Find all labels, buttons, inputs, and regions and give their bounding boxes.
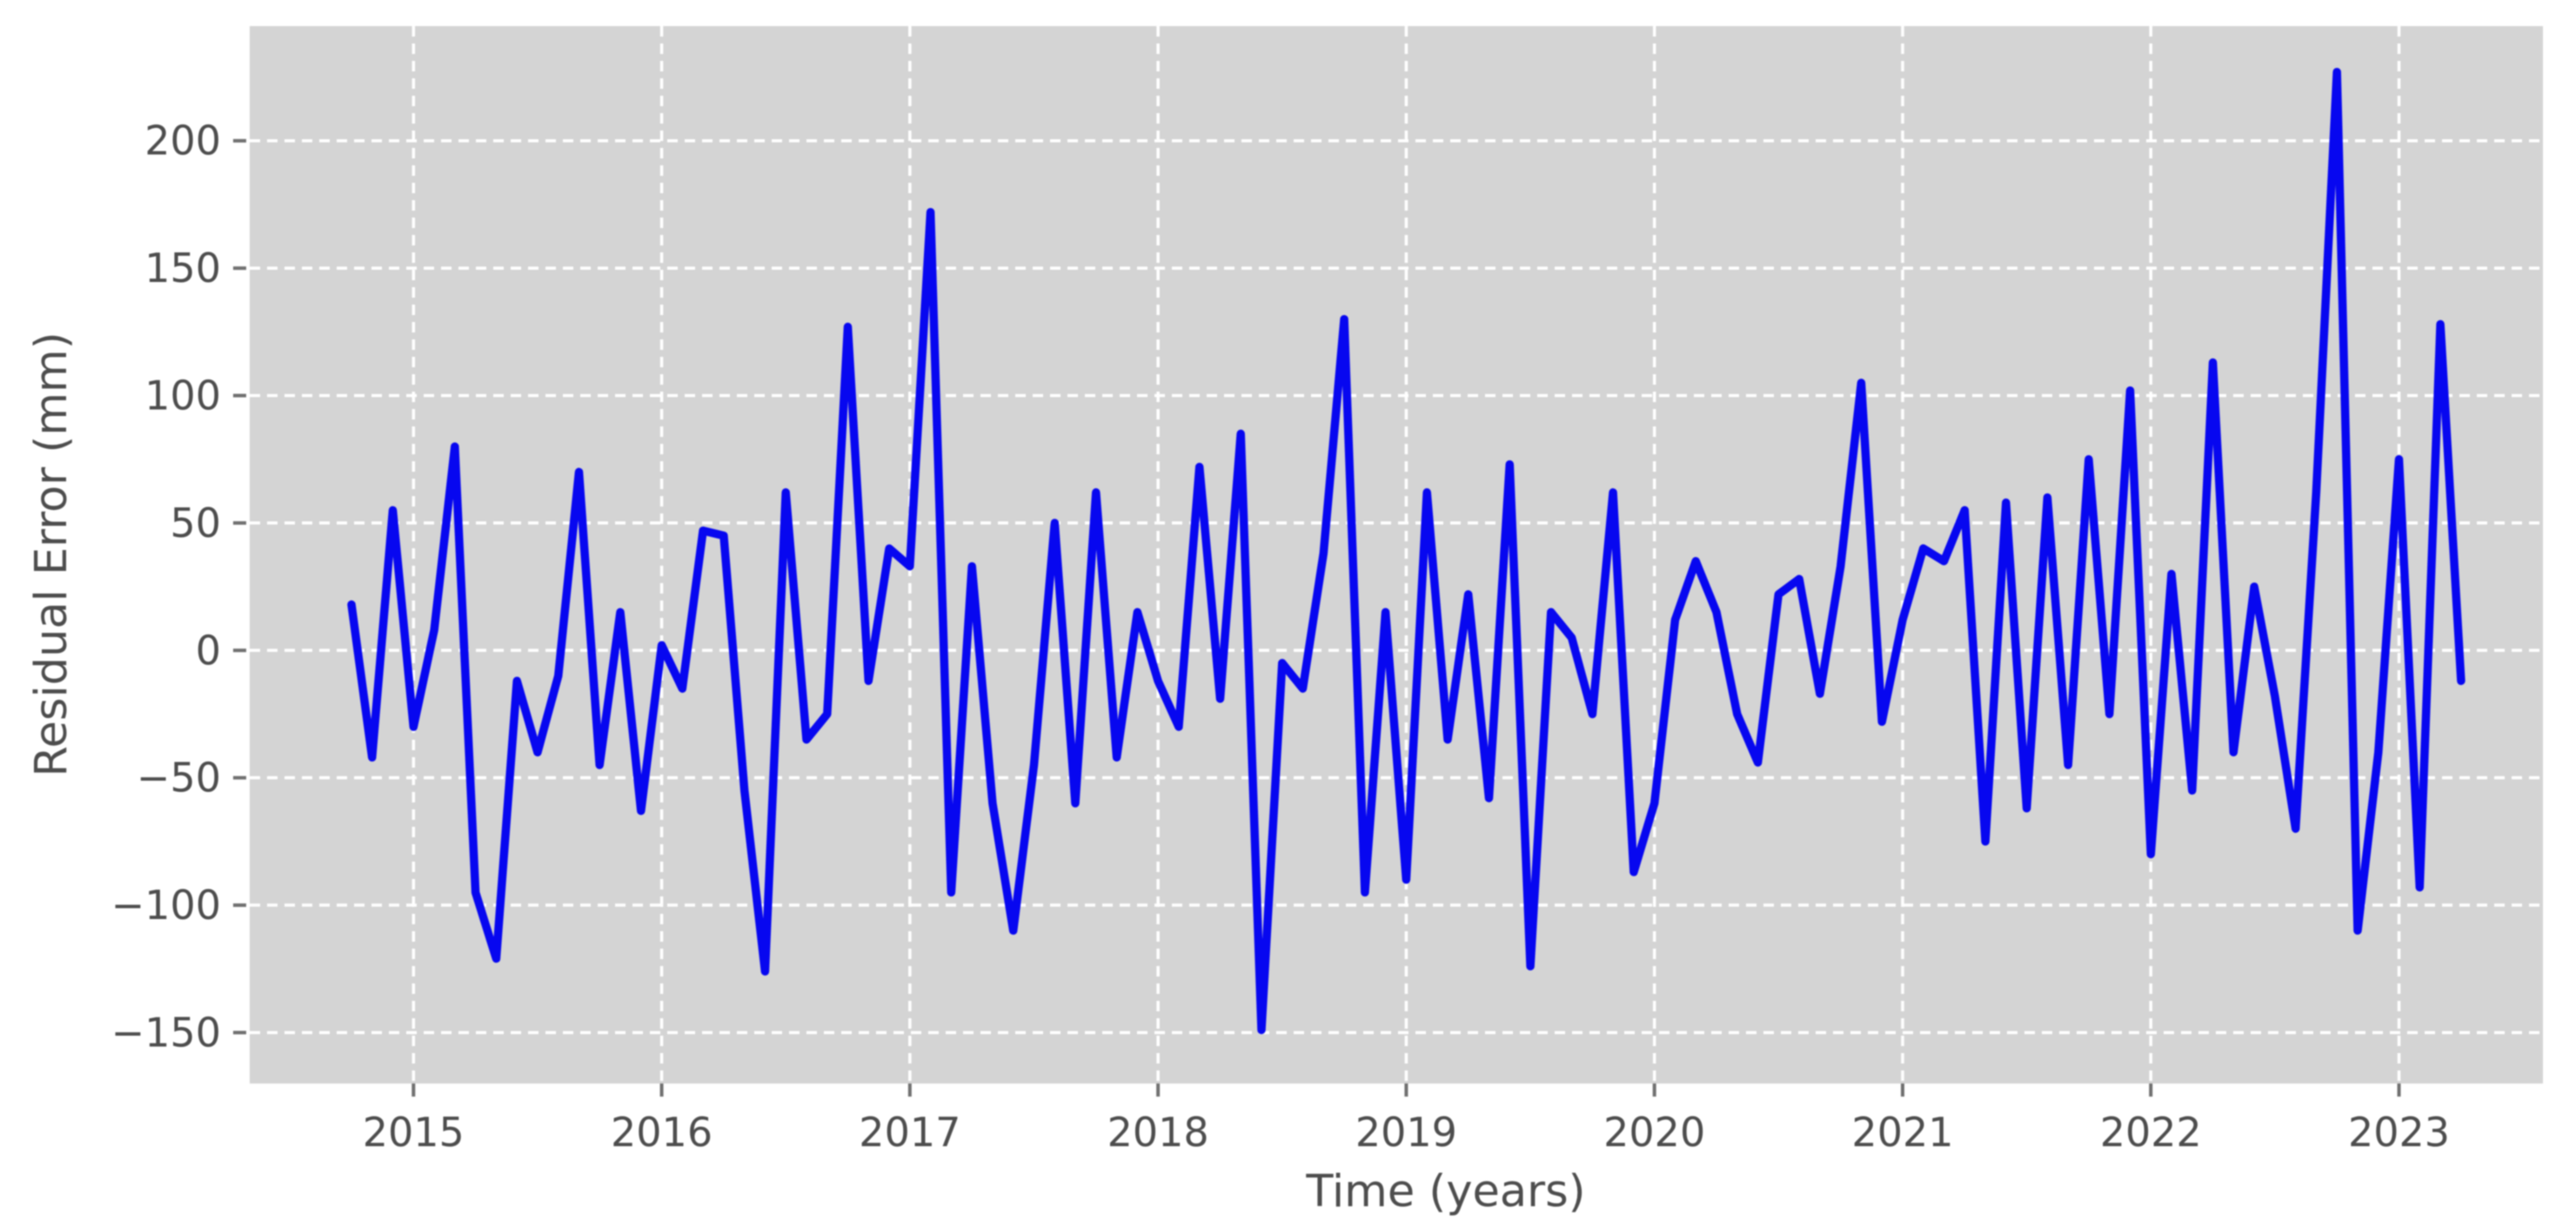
y-tick-label: −100 <box>111 882 221 929</box>
y-tick-label: −150 <box>111 1009 221 1056</box>
residual-error-line <box>347 67 2466 1035</box>
y-tick-label: 100 <box>144 372 221 419</box>
y-tick-label: 50 <box>170 500 221 547</box>
y-axis-label-text: Residual Error (mm) <box>26 332 77 777</box>
x-tick-label: 2018 <box>1107 1109 1209 1156</box>
y-tick-label: 200 <box>144 117 221 164</box>
x-tick-label: 2016 <box>611 1109 713 1156</box>
x-tick-label: 2022 <box>2100 1109 2202 1156</box>
x-tick-label: 2023 <box>2348 1109 2450 1156</box>
y-tick-label: 150 <box>144 245 221 292</box>
x-tick-label: 2020 <box>1603 1109 1705 1156</box>
x-tick-label: 2021 <box>1851 1109 1953 1156</box>
x-tick-label: 2017 <box>859 1109 960 1156</box>
x-tick-label: 2019 <box>1355 1109 1457 1156</box>
y-tick-label: −50 <box>137 755 221 802</box>
x-tick-label: 2015 <box>363 1109 465 1156</box>
y-tick-label: 0 <box>196 627 221 674</box>
x-axis-label-text: Time (years) <box>1306 1166 1586 1218</box>
plot-area <box>250 26 2543 1084</box>
